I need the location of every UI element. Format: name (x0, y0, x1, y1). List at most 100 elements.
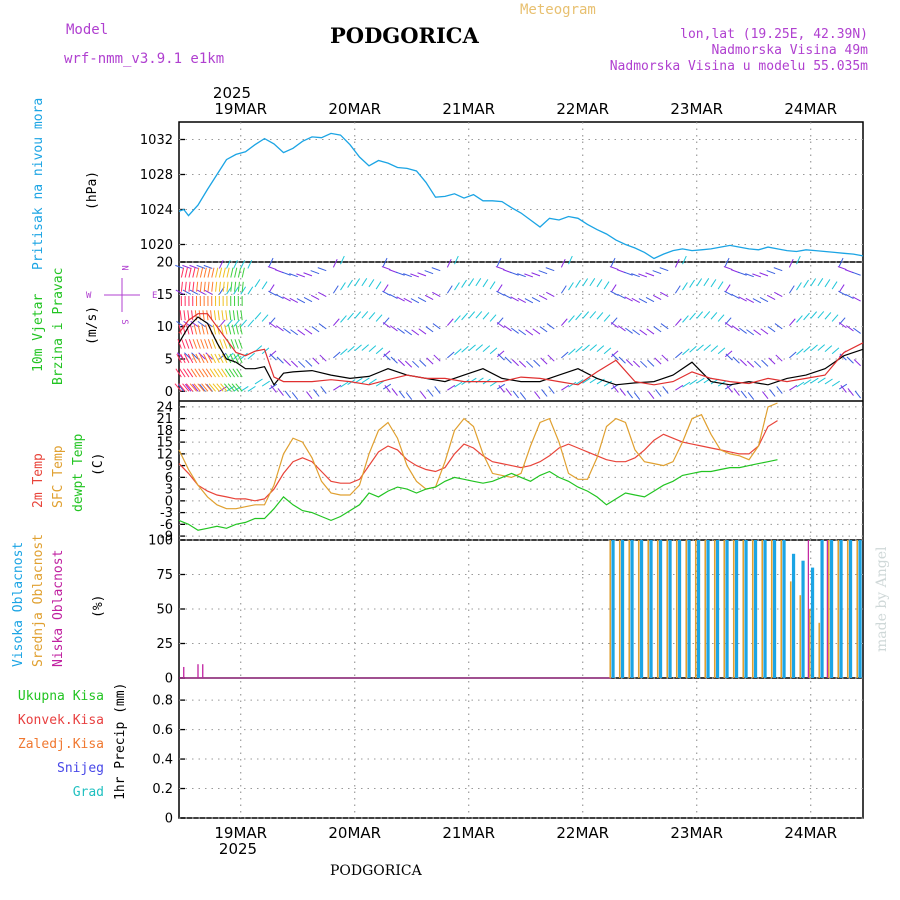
wind-arrow (575, 279, 581, 288)
wind-arrow (218, 281, 221, 292)
cloud-bars (179, 540, 862, 679)
wind-arrow (227, 383, 235, 392)
footer-station: PODGORICA (330, 863, 423, 879)
wind-arrow (268, 350, 277, 358)
wind-arrow (817, 344, 825, 351)
wind-arrow (189, 383, 197, 392)
wind-arrow (531, 272, 541, 277)
wind-arrow (182, 383, 190, 392)
cloud-high-bar (687, 540, 691, 678)
y-tick-label: -3 (160, 506, 173, 521)
cloud-mid-bar (827, 540, 830, 678)
wind-arrow (517, 297, 526, 304)
wind-arrow (503, 325, 512, 332)
wind-arrow (433, 354, 441, 362)
y-tick-label: 0 (165, 385, 173, 400)
wind-arrow (654, 357, 662, 365)
wind-arrow (789, 351, 797, 359)
panel-frames (178, 121, 864, 819)
wind-arrow (202, 368, 209, 378)
wind-arrow (175, 264, 184, 269)
wind-arrow (310, 270, 320, 275)
wind-arrow (184, 281, 187, 292)
wind-arrow (739, 359, 747, 367)
wind-arrow (207, 267, 211, 278)
wind-arrow (482, 279, 489, 288)
wind-arrow (432, 323, 441, 330)
wind-arrow (395, 271, 405, 276)
y-tick-label: -6 (160, 518, 173, 533)
wind-arrow (188, 339, 194, 349)
wind-arrow (682, 282, 688, 291)
wind-arrow (710, 345, 719, 352)
wind-arrow (761, 359, 769, 367)
year-label-top: 2025 (213, 84, 251, 102)
year-label-bottom: 2025 (219, 840, 257, 858)
wind-arrow (240, 319, 248, 327)
cloud-mid-bar (637, 540, 640, 678)
wind-arrow (454, 255, 459, 265)
wind-arrow (226, 319, 233, 327)
cloud-high-bar (649, 540, 653, 678)
wind-arrow (831, 380, 840, 387)
wind-arrow (724, 257, 730, 267)
wind-arrow (275, 293, 284, 300)
precip-legend-item: Konvek.Kisa (18, 713, 104, 728)
wind-arrow (682, 381, 691, 388)
wind-arrow (268, 257, 274, 267)
wind-arrow (733, 388, 740, 396)
wind-arrow (404, 329, 413, 336)
wind-arrow (268, 290, 277, 296)
y-tick-label: 0 (165, 672, 173, 687)
y-tick-label: 15 (156, 288, 173, 303)
wind-arrow (186, 368, 194, 378)
wind-arrow (796, 282, 802, 291)
wind-arrow (186, 324, 190, 335)
wind-arrow (610, 350, 619, 358)
cloud-high-bar (668, 540, 672, 678)
wind-arrow (582, 311, 590, 319)
wind-arrow (511, 327, 519, 334)
cloud-high-bar (772, 540, 777, 678)
wind-arrow (210, 353, 217, 364)
wind-arrow (247, 385, 256, 392)
wind-arrow (196, 339, 201, 349)
wind-arrow (703, 344, 711, 351)
wind-arrow (217, 310, 220, 321)
y-tick-label: 18 (156, 424, 173, 439)
wind-arrow (384, 385, 391, 393)
wind-arrow (382, 322, 391, 329)
wind-arrow (524, 298, 534, 304)
wind-arrow (230, 267, 234, 278)
wind-arrow (185, 339, 190, 349)
wind-arrow (545, 267, 555, 272)
wind-arrow (803, 345, 811, 353)
wind-arrow (382, 350, 391, 358)
wind-arrow (202, 310, 205, 321)
wind-arrow (191, 352, 199, 360)
wind-arrow (215, 267, 219, 278)
wind-arrow (752, 298, 762, 304)
wind-arrow (397, 359, 405, 367)
wind-arrow (205, 324, 209, 335)
wind-arrow (184, 267, 188, 278)
cloud-mid-bar (751, 540, 754, 678)
wind-arrow (610, 322, 619, 329)
pressure-ticks: 1032 1028 1024 1020 (140, 133, 863, 253)
cloud-mid-bar (656, 540, 659, 678)
cloud-high-bar (677, 540, 682, 678)
wind-arrow (496, 257, 502, 267)
wind-arrow (283, 327, 291, 334)
wind-arrow (539, 326, 548, 333)
wind-arrow (696, 377, 705, 384)
wind-arrow (354, 344, 362, 352)
cloud-mid-bar (837, 540, 840, 678)
wind-arrow (603, 347, 612, 355)
wind-arrow (199, 383, 206, 392)
y-tick-label: 100 (148, 534, 173, 549)
cloud-high-bar (782, 540, 786, 678)
wind-arrow (824, 345, 833, 352)
wind-arrow (454, 348, 462, 356)
wind-arrow (769, 389, 776, 397)
wind-arrow (447, 351, 455, 359)
